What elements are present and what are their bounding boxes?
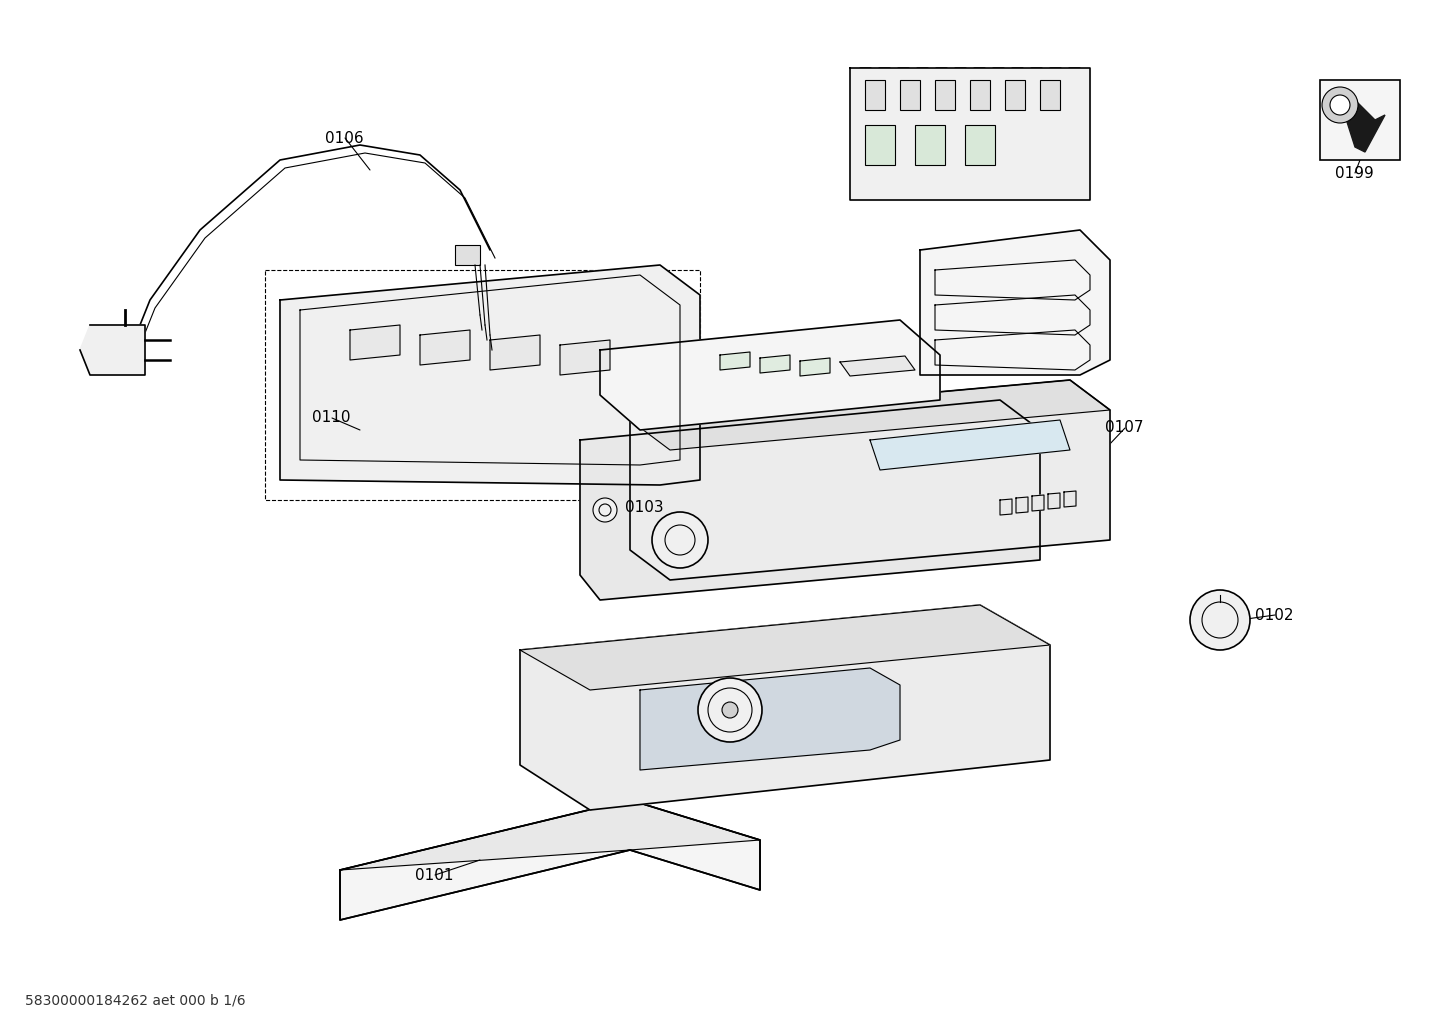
- Bar: [965, 125, 995, 165]
- Circle shape: [652, 512, 708, 568]
- Polygon shape: [760, 355, 790, 373]
- Bar: [1040, 81, 1060, 110]
- Polygon shape: [580, 400, 1040, 600]
- Polygon shape: [1340, 95, 1384, 152]
- Polygon shape: [350, 325, 399, 360]
- Polygon shape: [521, 605, 1050, 690]
- Bar: [970, 81, 991, 110]
- Polygon shape: [340, 800, 760, 920]
- Bar: [916, 125, 945, 165]
- Polygon shape: [600, 320, 940, 430]
- Text: 0112: 0112: [963, 280, 1002, 296]
- Bar: [456, 245, 480, 265]
- Text: 0101: 0101: [415, 867, 453, 882]
- Circle shape: [1330, 95, 1350, 115]
- Circle shape: [698, 678, 761, 742]
- Polygon shape: [630, 380, 1110, 450]
- Polygon shape: [340, 800, 760, 870]
- Polygon shape: [720, 352, 750, 370]
- Polygon shape: [640, 668, 900, 770]
- Polygon shape: [1032, 495, 1044, 511]
- Text: 0110: 0110: [311, 411, 350, 426]
- Polygon shape: [490, 335, 539, 370]
- Polygon shape: [1017, 497, 1028, 513]
- Polygon shape: [849, 68, 1090, 200]
- Text: 58300000184262 aet 000 b 1/6: 58300000184262 aet 000 b 1/6: [25, 993, 245, 1007]
- Circle shape: [593, 498, 617, 522]
- Text: 0199: 0199: [1335, 165, 1374, 180]
- Polygon shape: [521, 605, 1050, 810]
- Text: 0107: 0107: [1105, 421, 1144, 435]
- Bar: [1005, 81, 1025, 110]
- Bar: [865, 125, 895, 165]
- Polygon shape: [1048, 493, 1060, 510]
- Bar: [934, 81, 955, 110]
- Circle shape: [1322, 87, 1358, 123]
- Text: 0103: 0103: [624, 500, 663, 516]
- Polygon shape: [79, 325, 146, 375]
- Polygon shape: [1064, 491, 1076, 507]
- Polygon shape: [999, 499, 1012, 515]
- Polygon shape: [841, 356, 916, 376]
- Polygon shape: [870, 420, 1070, 470]
- Text: 0104: 0104: [872, 361, 910, 375]
- Polygon shape: [280, 265, 699, 485]
- Text: 0102: 0102: [1255, 607, 1293, 623]
- Bar: [865, 81, 885, 110]
- Text: 0106: 0106: [324, 130, 363, 146]
- Polygon shape: [559, 340, 610, 375]
- Polygon shape: [920, 230, 1110, 375]
- Polygon shape: [420, 330, 470, 365]
- Bar: [900, 81, 920, 110]
- Bar: [1319, 81, 1400, 160]
- Text: 0108: 0108: [1009, 75, 1048, 91]
- Circle shape: [1190, 590, 1250, 650]
- Circle shape: [722, 702, 738, 718]
- Polygon shape: [800, 358, 831, 376]
- Polygon shape: [630, 380, 1110, 580]
